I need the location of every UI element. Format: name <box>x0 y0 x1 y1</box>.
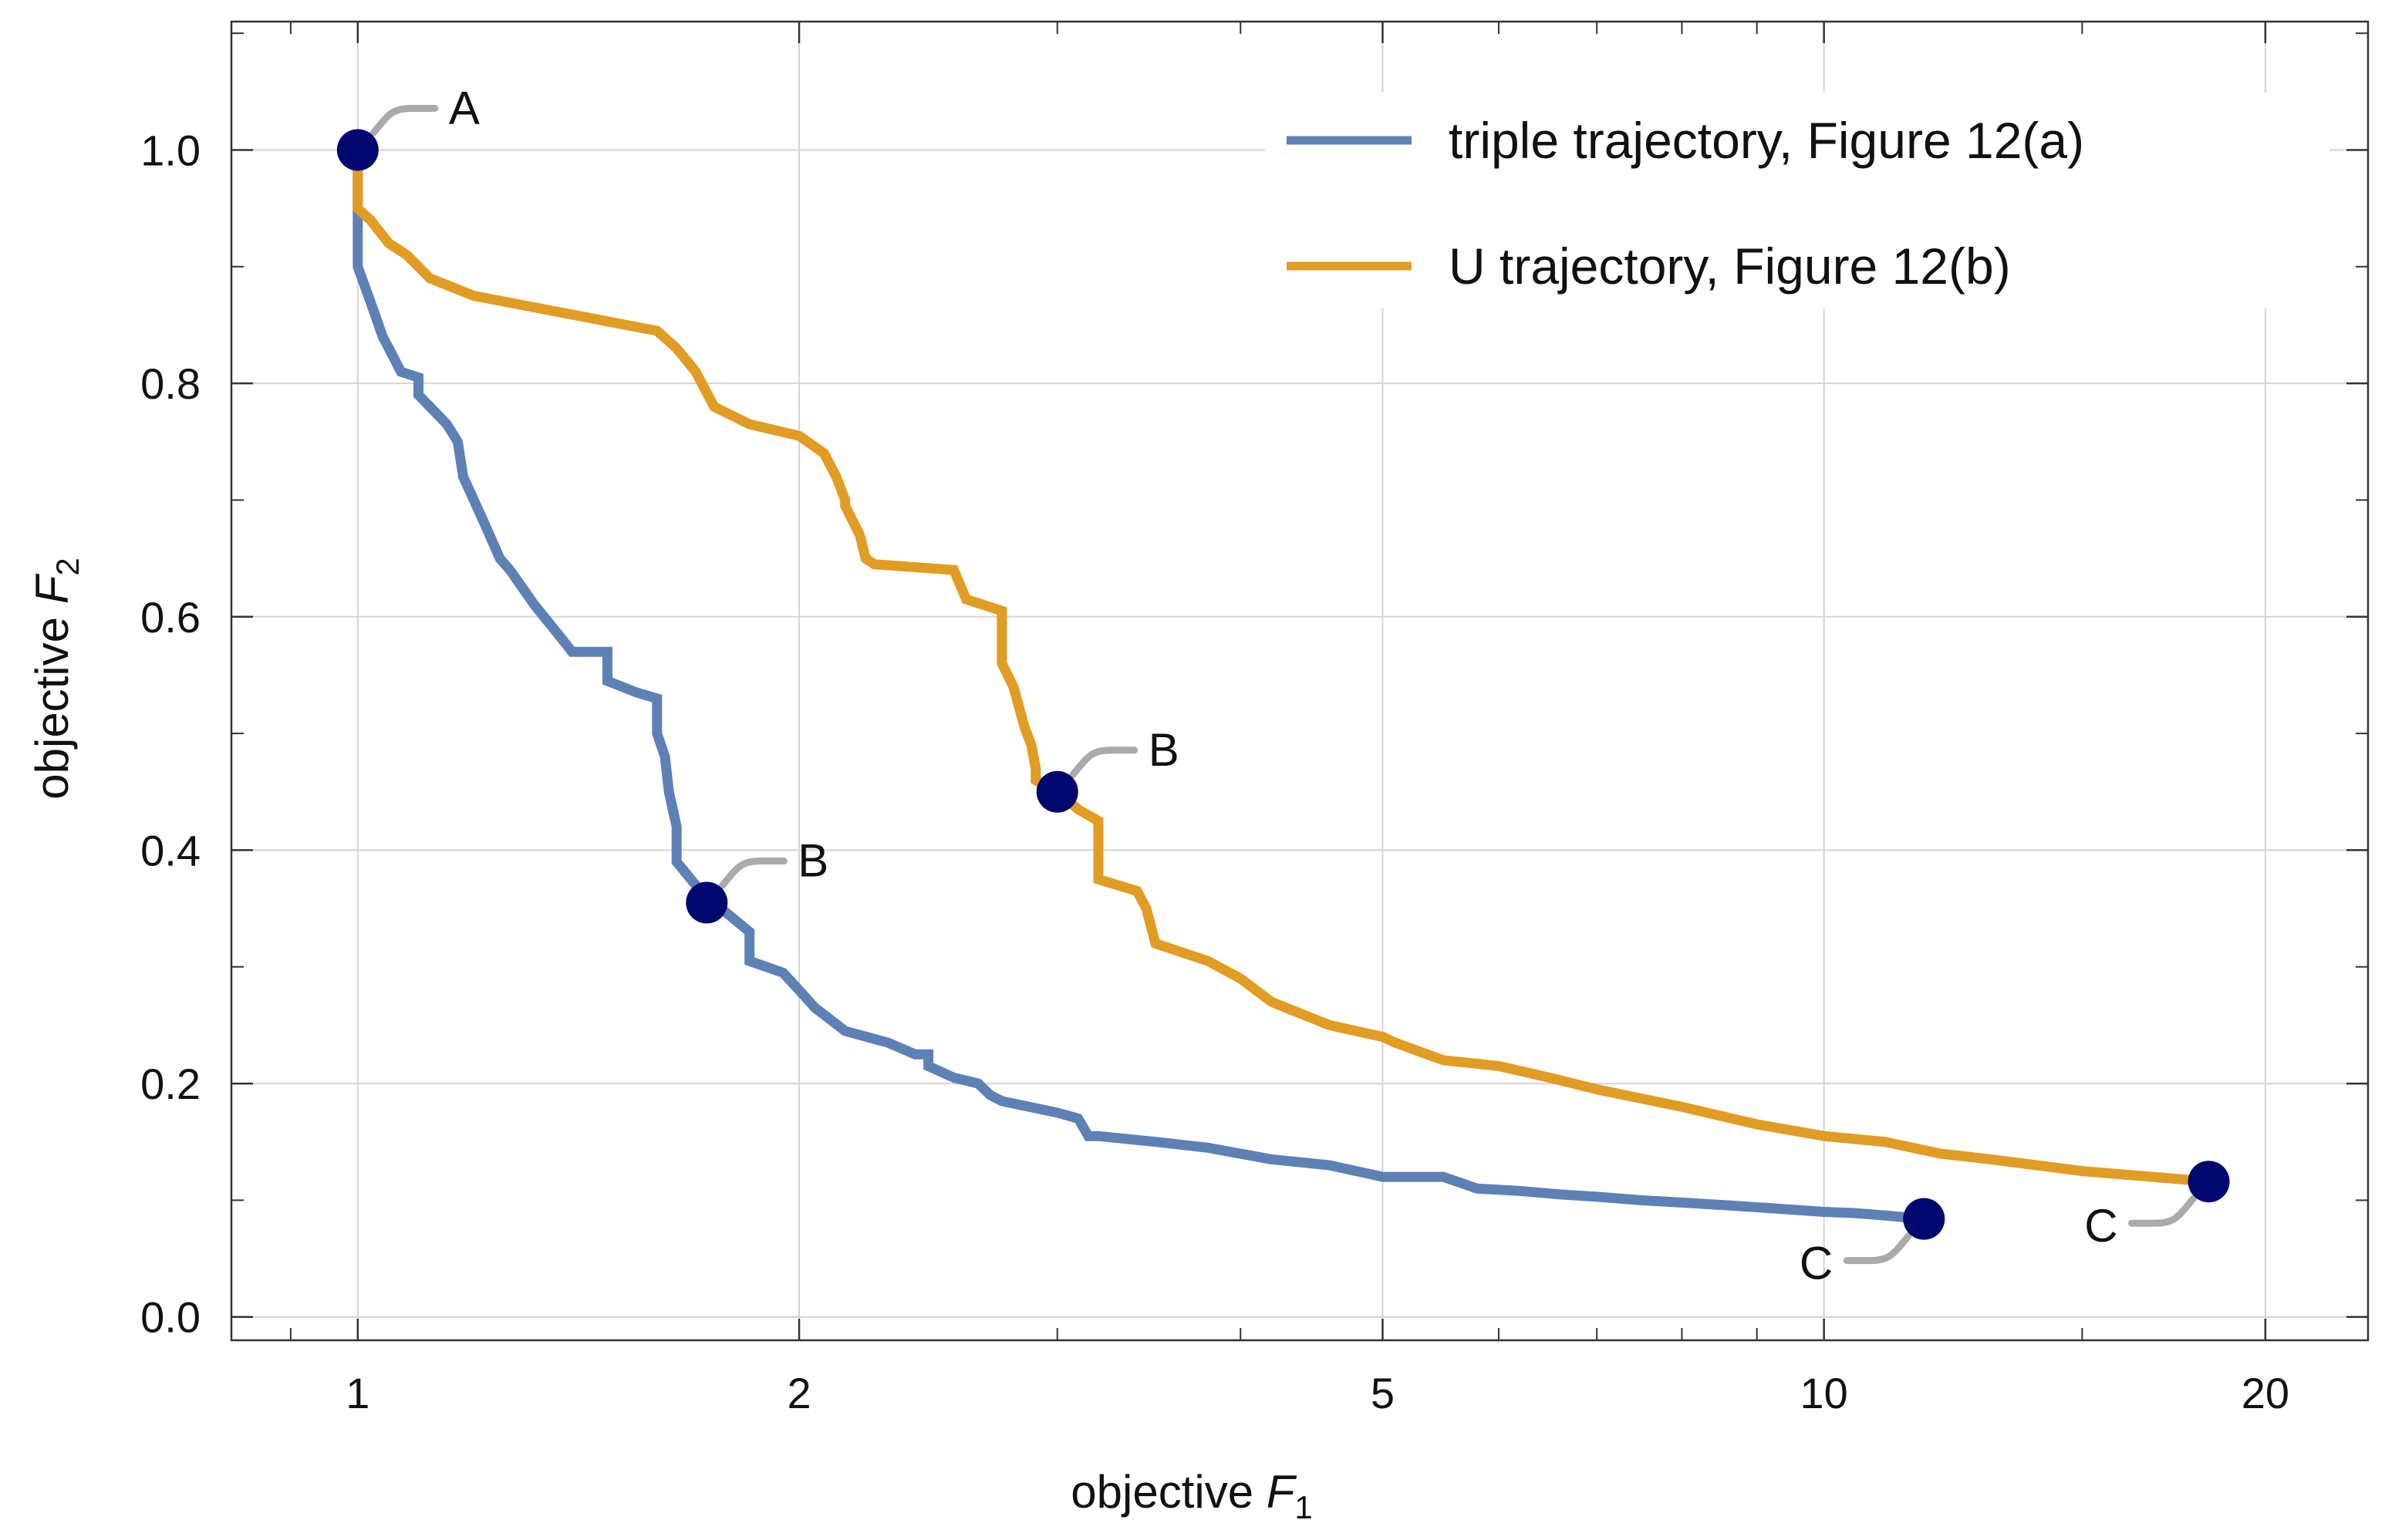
points-layer: A B B C C <box>336 82 2230 1289</box>
point-callout-4 <box>2128 1195 2198 1227</box>
series-line-1 <box>353 150 2210 1187</box>
plot-frame <box>230 20 2370 1342</box>
point-marker-3 <box>1903 1198 1945 1240</box>
point-label-0: A <box>449 82 480 133</box>
y-tick-label: 1.0 <box>140 126 201 174</box>
x-tick-label: 20 <box>2242 1369 2289 1417</box>
x-tick-label: 1 <box>346 1369 369 1417</box>
point-marker-4 <box>2188 1161 2230 1203</box>
point-callout-1 <box>718 858 788 890</box>
point-label-4: C <box>2084 1200 2117 1252</box>
y-tick-label: 0.6 <box>140 593 201 642</box>
point-marker-1 <box>686 881 728 924</box>
point-marker-2 <box>1036 770 1078 813</box>
x-tick-label: 2 <box>787 1369 811 1417</box>
legend-background <box>1265 93 2329 308</box>
series-line-0 <box>353 150 1925 1225</box>
point-callout-3 <box>1843 1232 1912 1265</box>
legend: triple trajectory, Figure 12(a) U trajec… <box>1265 93 2329 308</box>
point-callout-0 <box>369 104 439 136</box>
point-label-2: B <box>1149 724 1179 776</box>
ticks-layer: 1 2 5 10 20 0.0 0.2 0.4 0.6 0.8 1.0 <box>140 22 2368 1417</box>
point-label-3: C <box>1800 1238 1833 1289</box>
y-tick-label: 0.2 <box>140 1060 201 1108</box>
callout-layer <box>369 104 2198 1265</box>
y-tick-label: 0.0 <box>140 1293 201 1342</box>
point-callout-2 <box>1069 746 1139 779</box>
y-tick-label: 0.4 <box>140 826 201 874</box>
x-tick-label: 10 <box>1800 1369 1848 1417</box>
legend-label-u: U trajectory, Figure 12(b) <box>1449 238 2011 295</box>
point-marker-0 <box>336 129 379 171</box>
y-axis-title: objective F2 <box>26 558 86 800</box>
y-tick-label: 0.8 <box>140 359 201 408</box>
legend-label-triple: triple trajectory, Figure 12(a) <box>1449 112 2084 169</box>
frame-layer <box>230 20 2370 1342</box>
x-axis-title: objective F1 <box>1071 1466 1313 1525</box>
point-label-1: B <box>798 835 828 887</box>
x-tick-label: 5 <box>1371 1369 1395 1417</box>
series-layer <box>353 150 2210 1225</box>
